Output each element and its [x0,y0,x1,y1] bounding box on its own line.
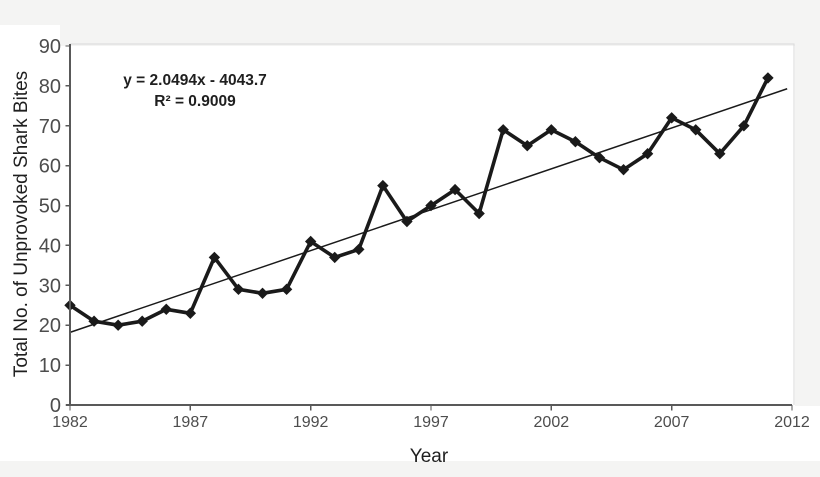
trendline-r2-text: R² = 0.9009 [154,93,236,110]
data-point-marker [714,148,726,160]
data-point-marker [762,72,774,84]
y-axis-title: Total No. of Unprovoked Shark Bites [11,70,32,378]
data-point-marker [232,283,245,296]
y-tick-label: 10 [39,355,61,377]
x-tick-label: 2012 [774,414,810,431]
y-tick-label: 50 [39,196,61,218]
data-point-marker [738,120,750,132]
page-margin-bottom [0,461,820,477]
data-point-marker [497,124,509,136]
x-tick-label: 1987 [173,414,209,431]
x-tick-label: 1982 [52,414,88,431]
data-point-marker [690,124,702,136]
data-point-marker [473,207,485,220]
x-tick-label: 2007 [654,414,690,431]
data-point-marker [449,183,461,196]
data-point-marker [377,179,389,192]
page-margin-right [795,46,820,406]
y-tick-label: 0 [50,395,61,417]
x-tick-label: 1992 [293,414,329,431]
trendline-equation: y = 2.0494x - 4043.7 R² = 0.9009 [123,70,267,112]
y-tick-label: 30 [39,275,61,297]
data-point-marker [425,199,437,212]
trendline-equation-text: y = 2.0494x - 4043.7 [123,72,267,89]
page-margin-top [0,0,820,25]
data-point-marker [160,303,172,315]
x-tick-label: 1997 [413,414,449,431]
page-margin-top-inner [60,25,820,46]
data-point-marker [401,215,413,228]
data-point-marker [665,112,678,124]
y-tick-label: 20 [39,315,61,337]
data-point-marker [593,151,606,164]
data-point-marker [184,307,197,319]
data-point-marker [521,140,533,152]
data-point-marker [304,235,317,248]
data-point-marker [256,287,269,300]
data-point-marker [569,136,582,148]
y-tick-label: 90 [39,36,61,58]
plot-border [70,43,795,405]
y-tick-label: 70 [39,116,61,138]
y-tick-label: 40 [39,235,61,257]
trend-line [69,88,788,334]
data-point-marker [280,283,293,296]
x-axis-title: Year [409,446,449,467]
data-point-marker [641,148,654,160]
y-tick-label: 60 [39,156,61,178]
data-point-marker [136,315,148,327]
data-point-marker [208,251,221,264]
y-tick-label: 80 [39,76,61,98]
data-point-marker [112,319,124,331]
data-point-marker [545,124,558,136]
x-tick-label: 2002 [534,414,570,431]
data-point-marker [617,163,630,176]
data-point-marker [329,251,341,264]
data-point-marker [353,243,365,256]
data-series-line [68,76,770,328]
data-point-marker [88,315,100,327]
